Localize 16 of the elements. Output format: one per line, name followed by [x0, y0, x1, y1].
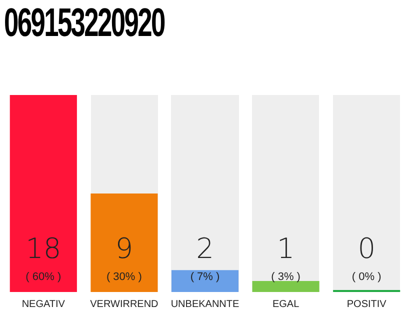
- x-tick-label: EGAL: [272, 298, 300, 310]
- annotation: ( 30% ): [106, 271, 142, 283]
- data-label: 2: [196, 232, 214, 265]
- annotation: ( 7% ): [190, 271, 220, 283]
- data-label: 0: [358, 232, 376, 265]
- x-tick-label: NEGATIV: [22, 298, 66, 310]
- data-label: 18: [26, 232, 62, 265]
- x-tick-label: VERWIRREND: [90, 298, 158, 310]
- chart-title: 069153220920: [4, 0, 164, 46]
- annotation: ( 3% ): [271, 271, 300, 283]
- x-tick-label: POSITIV: [346, 298, 387, 310]
- annotation: ( 0% ): [352, 271, 382, 283]
- x-tick-label: UNBEKANNTE: [170, 298, 240, 310]
- annotation: ( 60% ): [26, 271, 62, 283]
- data-label: 9: [115, 232, 134, 265]
- data-label: 1: [276, 232, 295, 265]
